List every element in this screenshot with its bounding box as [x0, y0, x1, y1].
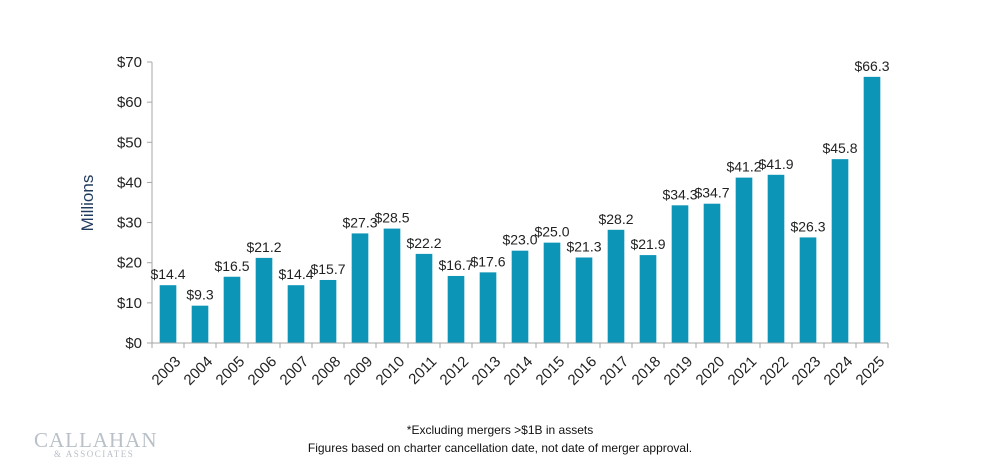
- x-tick-label: 2011: [405, 353, 440, 388]
- x-tick-label: 2021: [725, 353, 761, 389]
- data-label: $21.3: [566, 238, 601, 254]
- data-label: $41.9: [758, 156, 793, 172]
- x-tick-label: 2025: [853, 353, 889, 389]
- logo-sub: & ASSOCIATES: [54, 449, 135, 459]
- data-label: $21.9: [630, 236, 665, 252]
- x-tick-label: 2017: [597, 353, 633, 389]
- bar: [511, 250, 529, 343]
- bar: [383, 228, 401, 343]
- x-tick-label: 2007: [277, 353, 313, 389]
- bar: [191, 305, 209, 343]
- logo-name: CALLAHAN: [34, 428, 158, 452]
- data-label: $28.5: [374, 210, 409, 226]
- x-tick-label: 2022: [757, 353, 793, 389]
- x-tick-label: 2005: [213, 353, 249, 389]
- data-label: $16.5: [214, 258, 249, 274]
- y-tick-label: $60: [117, 94, 142, 111]
- data-label: $34.3: [662, 186, 697, 202]
- bar: [735, 177, 753, 343]
- x-tick-label: 2019: [661, 353, 697, 389]
- x-tick-label: 2016: [565, 353, 601, 389]
- x-tick-label: 2004: [181, 353, 217, 389]
- y-tick-label: $70: [117, 54, 142, 71]
- x-tick-label: 2003: [149, 353, 185, 389]
- y-tick-label: $50: [117, 134, 142, 151]
- data-label: $45.8: [822, 140, 857, 156]
- bar: [767, 174, 785, 343]
- bar: [223, 276, 241, 343]
- y-axis-title: Millions: [78, 175, 97, 232]
- x-tick-label: 2006: [245, 353, 281, 389]
- x-tick-label: 2010: [373, 353, 409, 389]
- bar: [351, 233, 369, 343]
- bar: [799, 237, 817, 343]
- footnote-mergers: *Excluding mergers >$1B in assets: [406, 423, 594, 437]
- y-tick-label: $10: [117, 295, 142, 312]
- y-tick-label: $40: [117, 174, 142, 191]
- x-tick-label: 2008: [309, 353, 345, 389]
- bar: [287, 285, 305, 343]
- data-label: $14.4: [278, 266, 313, 282]
- data-label: $34.7: [694, 185, 729, 201]
- bar: [159, 285, 177, 343]
- data-label: $26.3: [790, 218, 825, 234]
- footnote-charter-date: Figures based on charter cancellation da…: [307, 441, 693, 455]
- x-tick-label: 2018: [629, 353, 665, 389]
- x-tick-label: 2020: [693, 353, 729, 389]
- bars: [159, 76, 881, 344]
- data-label: $22.2: [406, 235, 441, 251]
- data-label: $27.3: [342, 214, 377, 230]
- data-label: $21.2: [246, 239, 281, 255]
- x-tick-label: 2015: [533, 353, 569, 389]
- data-label: $17.6: [470, 253, 505, 269]
- data-label: $14.4: [150, 266, 185, 282]
- bar: [639, 255, 657, 343]
- callahan-logo: CALLAHAN & ASSOCIATES: [34, 430, 158, 459]
- bar: [863, 76, 881, 344]
- y-tick-label: $30: [117, 215, 142, 232]
- data-label: $66.3: [854, 58, 889, 74]
- bar: [607, 229, 625, 343]
- bar: [831, 159, 849, 343]
- bar: [319, 279, 337, 343]
- bar: [543, 242, 561, 343]
- x-tick-label: 2014: [501, 353, 537, 389]
- data-label: $25.0: [534, 224, 569, 240]
- x-tick-label: 2013: [469, 353, 505, 389]
- data-label: $9.3: [186, 287, 213, 303]
- y-tick-label: $0: [125, 335, 142, 352]
- data-label: $41.2: [726, 159, 761, 175]
- data-label: $23.0: [502, 232, 537, 248]
- y-axis: $0 $10 $20 $30 $40 $50 $60 $70: [117, 54, 153, 352]
- bar: [671, 205, 689, 343]
- bar: [703, 203, 721, 343]
- data-label: $15.7: [310, 261, 345, 277]
- x-axis: 2003200420052006200720082009201020112012…: [149, 342, 889, 389]
- bar: [255, 257, 273, 343]
- x-tick-label: 2009: [341, 353, 377, 389]
- bar: [575, 257, 593, 343]
- x-tick-label: 2012: [437, 353, 473, 389]
- data-label: $28.2: [598, 211, 633, 227]
- x-tick-label: 2023: [789, 353, 825, 389]
- data-label: $16.7: [438, 257, 473, 273]
- data-labels: $14.4$9.3$16.5$21.2$14.4$15.7$27.3$28.5$…: [150, 58, 889, 303]
- bar: [447, 275, 465, 343]
- x-tick-label: 2024: [821, 353, 857, 389]
- bar: [415, 253, 433, 343]
- y-tick-label: $20: [117, 255, 142, 272]
- bar: [479, 272, 497, 343]
